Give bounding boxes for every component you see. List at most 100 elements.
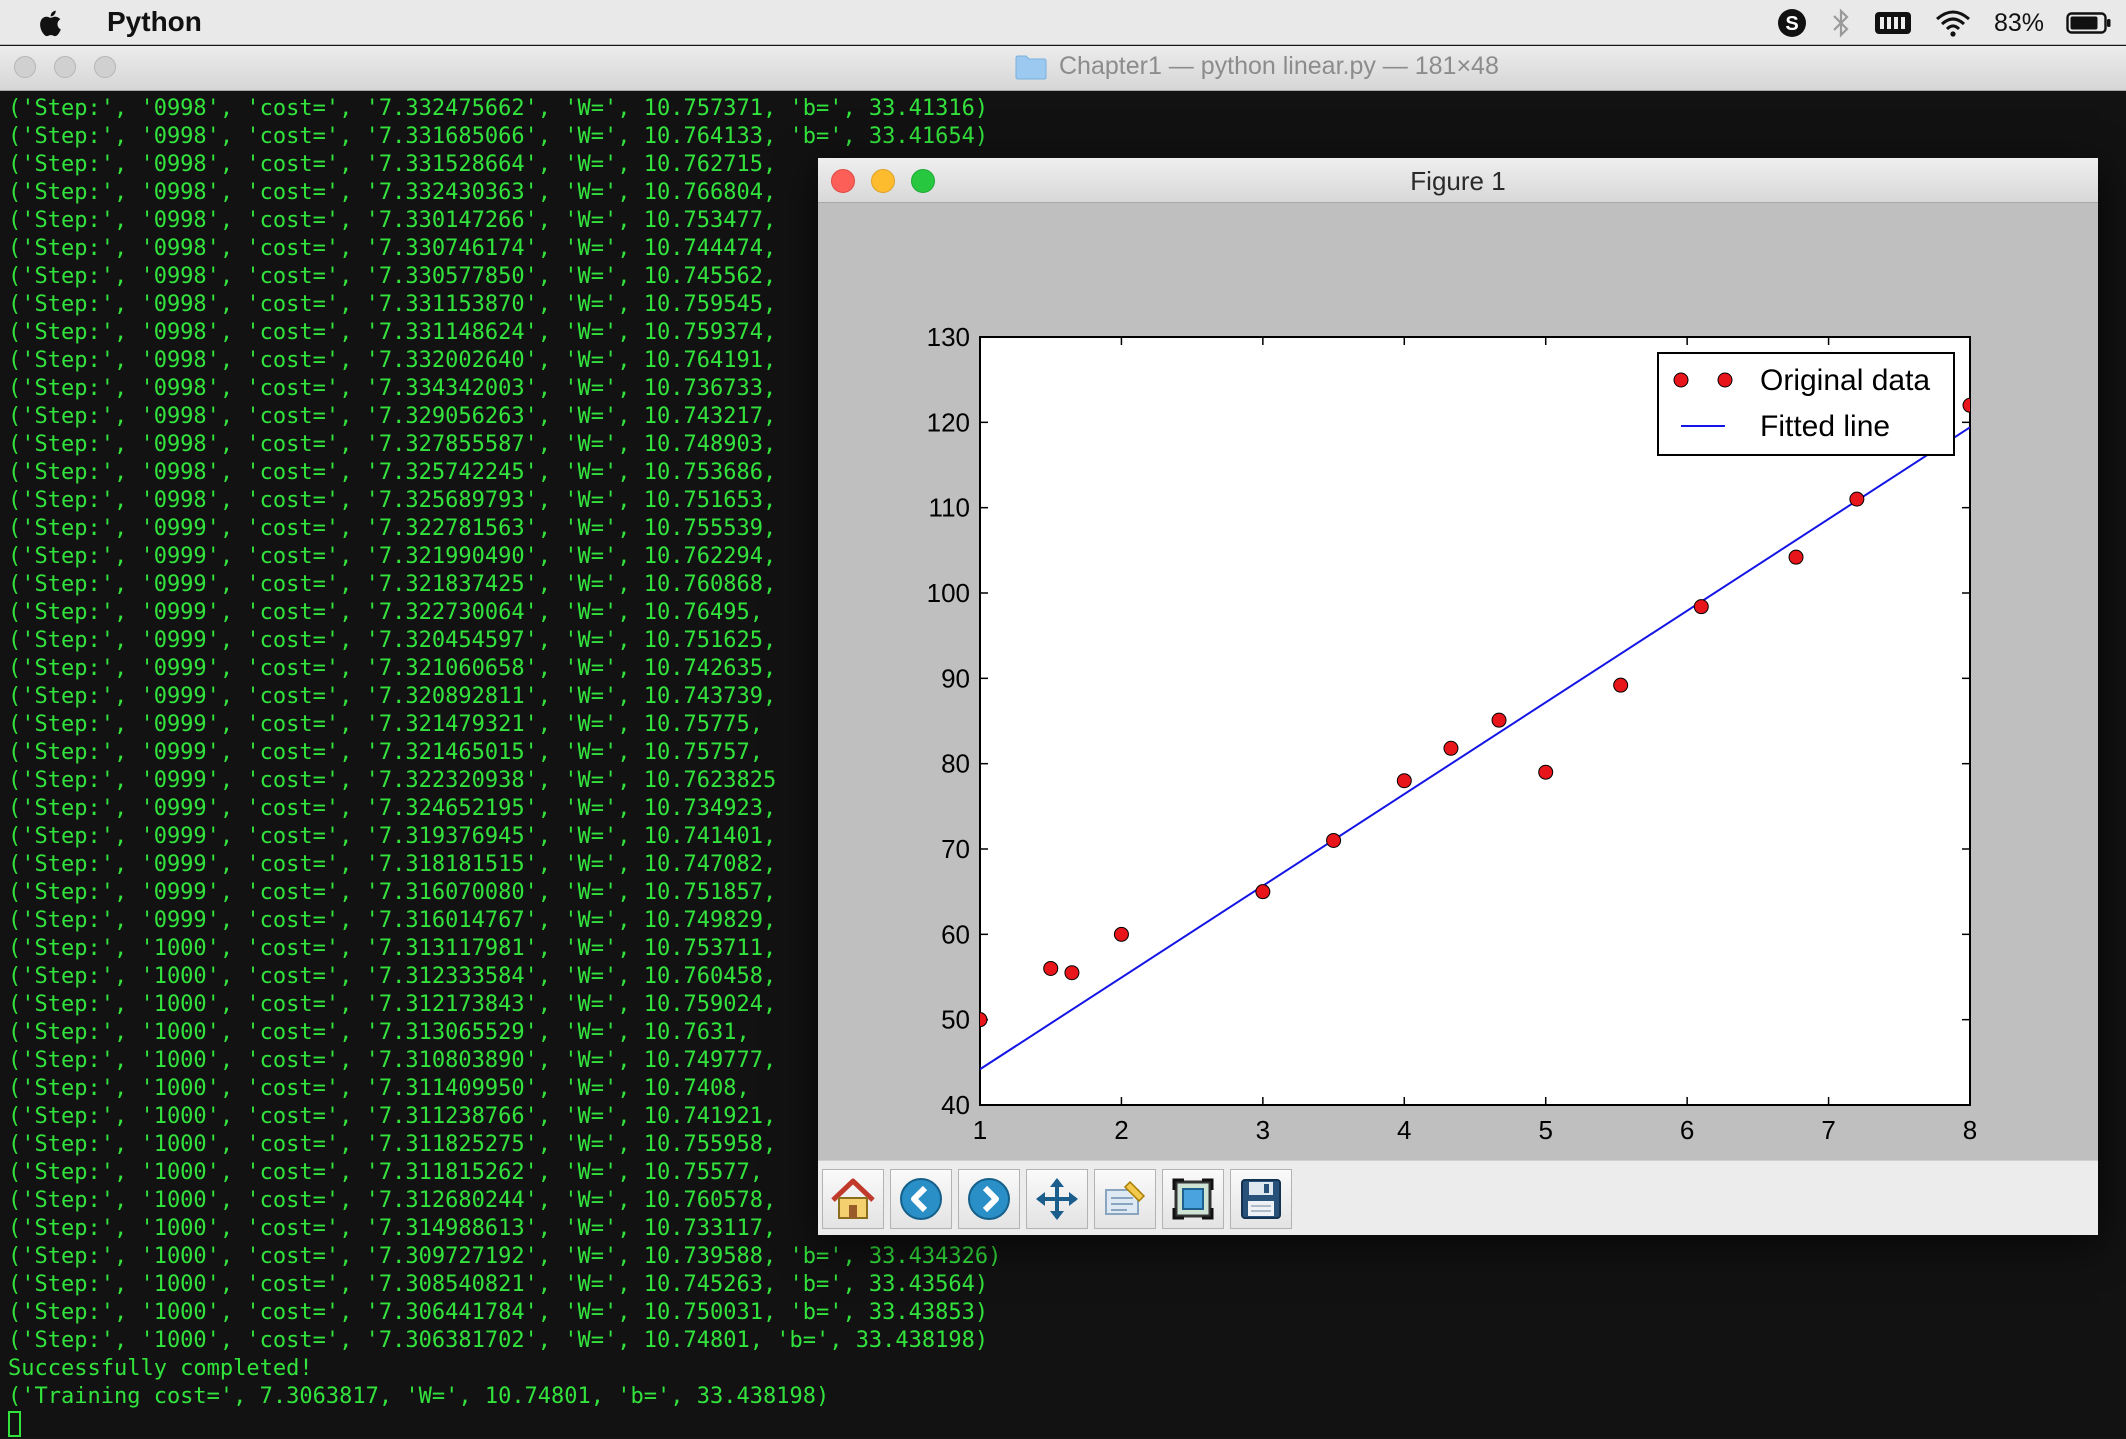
forward-icon xyxy=(968,1178,1010,1220)
battery-icon[interactable] xyxy=(2066,10,2112,36)
battery-percentage[interactable]: 83% xyxy=(1993,8,2044,37)
terminal-line: ('Step:', '0999', 'cost=', '7.322781563'… xyxy=(8,516,777,541)
terminal-line: ('Step:', '0998', 'cost=', '7.332002640'… xyxy=(8,348,777,373)
legend-label-original-data: Original data xyxy=(1760,364,1930,397)
terminal-line: ('Step:', '0998', 'cost=', '7.332475662'… xyxy=(8,96,989,121)
legend: Original data Fitted line xyxy=(1657,352,1955,456)
terminal-line: ('Step:', '1000', 'cost=', '7.306381702'… xyxy=(8,1328,989,1353)
x-tick-label: 4 xyxy=(1397,1115,1411,1145)
x-tick-label: 3 xyxy=(1256,1115,1270,1145)
terminal-line: ('Step:', '1000', 'cost=', '7.312680244'… xyxy=(8,1188,777,1213)
data-point xyxy=(1538,764,1554,780)
terminal-line: ('Step:', '0998', 'cost=', '7.330746174'… xyxy=(8,236,777,261)
terminal-line: ('Step:', '0999', 'cost=', '7.316014767'… xyxy=(8,908,777,933)
terminal-line: ('Step:', '0998', 'cost=', '7.331148624'… xyxy=(8,320,777,345)
terminal-titlebar[interactable]: Chapter1 — python linear.py — 181×48 xyxy=(0,46,2126,91)
data-point xyxy=(1064,965,1080,981)
figure-titlebar[interactable]: Figure 1 xyxy=(818,158,2098,203)
configure-subplots-icon xyxy=(1105,1180,1146,1215)
x-tick-label: 1 xyxy=(973,1115,987,1145)
terminal-line: ('Step:', '0998', 'cost=', '7.325742245'… xyxy=(8,460,777,485)
y-tick-label: 50 xyxy=(941,1005,970,1035)
terminal-line: ('Step:', '0999', 'cost=', '7.320454597'… xyxy=(8,628,777,653)
terminal-line: ('Step:', '0998', 'cost=', '7.330147266'… xyxy=(8,208,777,233)
figure-toolbar xyxy=(818,1160,2098,1235)
y-tick-label: 110 xyxy=(929,493,970,523)
status-area: S 83% xyxy=(1776,5,2112,41)
forward-button[interactable] xyxy=(958,1169,1020,1229)
plot-area xyxy=(979,336,1971,1106)
terminal-line: ('Step:', '1000', 'cost=', '7.313117981'… xyxy=(8,936,777,961)
data-point xyxy=(1491,712,1507,728)
terminal-line: ('Step:', '0998', 'cost=', '7.325689793'… xyxy=(8,488,777,513)
data-point xyxy=(1255,884,1271,900)
data-point xyxy=(1849,491,1865,507)
terminal-line: Successfully completed! xyxy=(8,1356,313,1381)
terminal-minimize-button[interactable] xyxy=(54,56,76,78)
figure-minimize-button[interactable] xyxy=(871,169,895,193)
svg-text:S: S xyxy=(1785,13,1798,35)
legend-marker-original-data xyxy=(1717,372,1733,388)
keyboard-icon[interactable] xyxy=(1874,9,1912,37)
bluetooth-icon[interactable] xyxy=(1830,7,1852,39)
terminal-close-button[interactable] xyxy=(14,56,36,78)
wifi-icon[interactable] xyxy=(1934,8,1972,38)
y-tick-label: 70 xyxy=(941,834,970,864)
configure-subplots-button[interactable] xyxy=(1094,1169,1156,1229)
terminal-line: ('Step:', '1000', 'cost=', '7.314988613'… xyxy=(8,1216,777,1241)
terminal-line: ('Step:', '0999', 'cost=', '7.321060658'… xyxy=(8,656,777,681)
terminal-line: ('Step:', '0998', 'cost=', '7.329056263'… xyxy=(8,404,777,429)
terminal-lines: ('Step:', '0998', 'cost=', '7.332475662'… xyxy=(8,95,1001,1439)
menu-bar: Python S 83% xyxy=(0,0,2126,45)
skype-icon[interactable]: S xyxy=(1776,7,1808,39)
terminal-cursor xyxy=(8,1411,21,1437)
scatter-plot[interactable]: 1 2 3 4 5 6 7 8 40 50 60 70 80 90 100 110 120 130 Origin… xyxy=(818,203,2098,1160)
figure-zoom-button[interactable] xyxy=(911,169,935,193)
terminal-line: ('Step:', '0999', 'cost=', '7.321990490'… xyxy=(8,544,777,569)
data-point xyxy=(1326,832,1342,848)
data-point xyxy=(1113,926,1129,942)
zoom-rect-icon xyxy=(1172,1178,1214,1220)
terminal-line: ('Step:', '0998', 'cost=', '7.327855587'… xyxy=(8,432,777,457)
y-tick-label: 90 xyxy=(941,663,970,693)
terminal-line: ('Step:', '1000', 'cost=', '7.310803890'… xyxy=(8,1048,777,1073)
back-button[interactable] xyxy=(890,1169,952,1229)
zoom-rect-button[interactable] xyxy=(1162,1169,1224,1229)
save-icon xyxy=(1241,1179,1281,1219)
terminal-zoom-button[interactable] xyxy=(94,56,116,78)
y-tick-label: 130 xyxy=(927,322,970,352)
terminal-line: ('Step:', '0999', 'cost=', '7.322730064'… xyxy=(8,600,763,625)
terminal-line: ('Step:', '0999', 'cost=', '7.324652195'… xyxy=(8,796,777,821)
terminal-line: ('Step:', '0999', 'cost=', '7.321465015'… xyxy=(8,740,763,765)
data-point xyxy=(1788,549,1804,565)
terminal-title-text: Chapter1 — python linear.py — 181×48 xyxy=(1059,52,1499,80)
app-menu-python[interactable]: Python xyxy=(107,6,202,37)
figure-close-button[interactable] xyxy=(831,169,855,193)
terminal-line: ('Step:', '1000', 'cost=', '7.311825275'… xyxy=(8,1132,777,1157)
pan-button[interactable] xyxy=(1026,1169,1088,1229)
y-tick-label: 120 xyxy=(927,407,970,437)
home-button[interactable] xyxy=(822,1169,884,1229)
terminal-line: ('Step:', '0998', 'cost=', '7.331153870'… xyxy=(8,292,777,317)
x-tick-label: 8 xyxy=(1963,1115,1977,1145)
terminal-line: ('Step:', '0998', 'cost=', '7.331685066'… xyxy=(8,124,989,149)
legend-label-fitted-line: Fitted line xyxy=(1760,410,1890,443)
terminal-line: ('Step:', '1000', 'cost=', '7.312333584'… xyxy=(8,964,777,989)
data-point xyxy=(980,1012,988,1028)
terminal-line: ('Step:', '0998', 'cost=', '7.332430363'… xyxy=(8,180,777,205)
terminal-line: ('Step:', '1000', 'cost=', '7.311815262'… xyxy=(8,1160,763,1185)
terminal-line: ('Step:', '0999', 'cost=', '7.322320938'… xyxy=(8,768,777,793)
terminal-line: ('Step:', '0998', 'cost=', '7.331528664'… xyxy=(8,152,777,177)
terminal-line: ('Step:', '1000', 'cost=', '7.306441784'… xyxy=(8,1300,989,1325)
save-button[interactable] xyxy=(1230,1169,1292,1229)
figure-title: Figure 1 xyxy=(1410,166,1506,196)
apple-icon[interactable] xyxy=(34,6,68,40)
data-point xyxy=(1613,677,1629,693)
terminal-line: ('Step:', '1000', 'cost=', '7.311238766'… xyxy=(8,1104,777,1129)
data-point xyxy=(1443,740,1459,756)
terminal-title: Chapter1 — python linear.py — 181×48 xyxy=(1015,52,1499,81)
folder-icon xyxy=(1015,55,1047,79)
terminal-line: ('Step:', '1000', 'cost=', '7.313065529'… xyxy=(8,1020,750,1045)
terminal-line: ('Step:', '1000', 'cost=', '7.311409950'… xyxy=(8,1076,750,1101)
terminal-line: ('Training cost=', 7.3063817, 'W=', 10.7… xyxy=(8,1384,830,1409)
